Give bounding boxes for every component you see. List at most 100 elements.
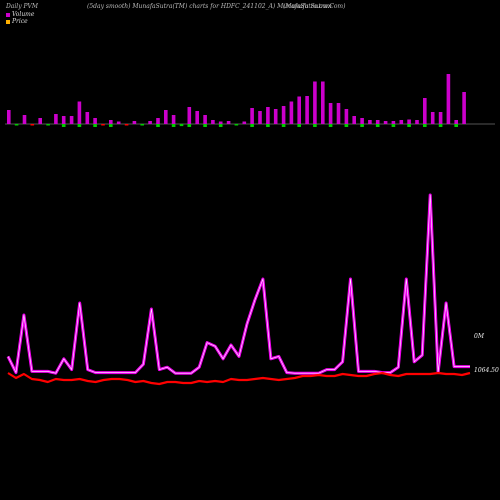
volume-line: [6, 193, 470, 375]
pvm-bar: [462, 92, 466, 124]
pvm-bar-tick: [328, 124, 333, 127]
pvm-bar: [423, 98, 427, 124]
legend-price: Price: [6, 18, 28, 25]
pvm-bar-tick: [203, 124, 207, 127]
pvm-bar-tick: [344, 124, 349, 127]
pvm-bar: [14, 124, 19, 126]
legend-volume-swatch: [6, 12, 10, 17]
pvm-bar: [328, 103, 333, 124]
price-axis-label: 1064.50: [474, 367, 499, 374]
pvm-bar: [391, 121, 396, 124]
pvm-bar: [77, 101, 82, 124]
pvm-bar: [446, 74, 451, 124]
pvm-bar: [109, 120, 113, 124]
pvm-bar: [344, 109, 349, 124]
pvm-bar: [438, 112, 443, 124]
pvm-bar: [234, 124, 239, 126]
pvm-bar-tick: [454, 124, 458, 127]
pvm-bar-tick: [391, 124, 396, 127]
chart-type-label: Daily PVM: [6, 3, 39, 10]
legend-volume: Volume: [6, 11, 34, 18]
pvm-bar: [124, 124, 129, 126]
pvm-bar: [211, 120, 215, 124]
pvm-bar-tick: [407, 124, 411, 127]
pvm-bar: [226, 121, 231, 124]
pvm-bar: [336, 103, 341, 124]
pvm-bar: [46, 124, 50, 126]
pvm-bar: [368, 120, 372, 124]
pvm-bar: [281, 106, 286, 124]
pvm-bar-tick: [250, 124, 254, 127]
pvm-bar: [360, 118, 364, 124]
volume-axis-label: 0M: [474, 333, 484, 340]
pvm-bar: [140, 124, 144, 126]
pvm-bar-tick: [218, 124, 223, 127]
pvm-bar-tick: [156, 124, 160, 127]
site-credit: (Munafa Sutra.Com): [283, 3, 346, 10]
legend-price-swatch: [6, 19, 10, 24]
pvm-bar: [54, 114, 58, 124]
legend-price-label: Price: [12, 18, 28, 25]
pvm-bar-tick: [77, 124, 82, 127]
pvm-bar-tick: [438, 124, 443, 127]
pvm-bar: [250, 108, 254, 124]
pvm-bar: [313, 81, 317, 124]
pvm-bar: [266, 107, 270, 124]
volume-price-lines: [6, 193, 471, 386]
pvm-bar: [148, 121, 152, 124]
pvm-bar: [242, 121, 247, 124]
pvm-bar: [171, 115, 176, 124]
pvm-bar: [383, 121, 388, 124]
pvm-bar: [305, 96, 309, 124]
pvm-bar: [30, 124, 35, 126]
volume-line-core: [7, 194, 470, 374]
pvm-bar: [454, 120, 458, 124]
pvm-bar: [22, 115, 27, 124]
pvm-bar: [407, 119, 411, 124]
pvm-bar: [93, 118, 97, 124]
pvm-bar-tick: [266, 124, 270, 127]
pvm-bar-tick: [375, 124, 380, 127]
pvm-bar: [69, 116, 74, 124]
pvm-bar: [289, 101, 294, 124]
pvm-bar: [273, 109, 278, 124]
pvm-bar: [321, 81, 325, 124]
pvm-bar-tick: [313, 124, 317, 127]
pvm-bar-tick: [187, 124, 192, 127]
pvm-bar: [375, 120, 380, 124]
pvm-bars: [7, 74, 466, 127]
pvm-bar-tick: [109, 124, 113, 127]
pvm-bar: [179, 124, 184, 127]
pvm-bar: [203, 115, 207, 124]
price-line: [7, 371, 471, 386]
pvm-bar-tick: [171, 124, 176, 127]
pvm-bar: [38, 118, 42, 124]
pvm-bar: [415, 120, 419, 124]
pvm-bar: [61, 116, 66, 124]
pvm-bar-tick: [281, 124, 286, 127]
pvm-bar-tick: [297, 124, 301, 127]
pvm-bar: [101, 124, 105, 126]
chart-title: (5day smooth) MunafaSutra(TM) charts for…: [87, 3, 332, 10]
pvm-bar: [156, 118, 160, 124]
pvm-bar: [352, 116, 356, 124]
pvm-bar: [258, 111, 262, 124]
pvm-bar: [430, 112, 435, 124]
pvm-bar: [218, 121, 223, 124]
pvm-bar: [132, 121, 137, 124]
pvm-bar: [195, 111, 199, 124]
pvm-bar: [399, 120, 404, 124]
pvm-bar: [7, 110, 11, 124]
legend-volume-label: Volume: [12, 11, 35, 18]
pvm-bar: [297, 96, 301, 124]
pvm-bar: [85, 112, 90, 124]
pvm-bar-tick: [360, 124, 364, 127]
pvm-bar-tick: [423, 124, 427, 127]
pvm-bar: [164, 110, 168, 124]
pvm-bar-tick: [93, 124, 97, 127]
pvm-bar: [116, 121, 121, 124]
pvm-bar-tick: [61, 124, 66, 127]
pvm-bar: [187, 107, 192, 124]
